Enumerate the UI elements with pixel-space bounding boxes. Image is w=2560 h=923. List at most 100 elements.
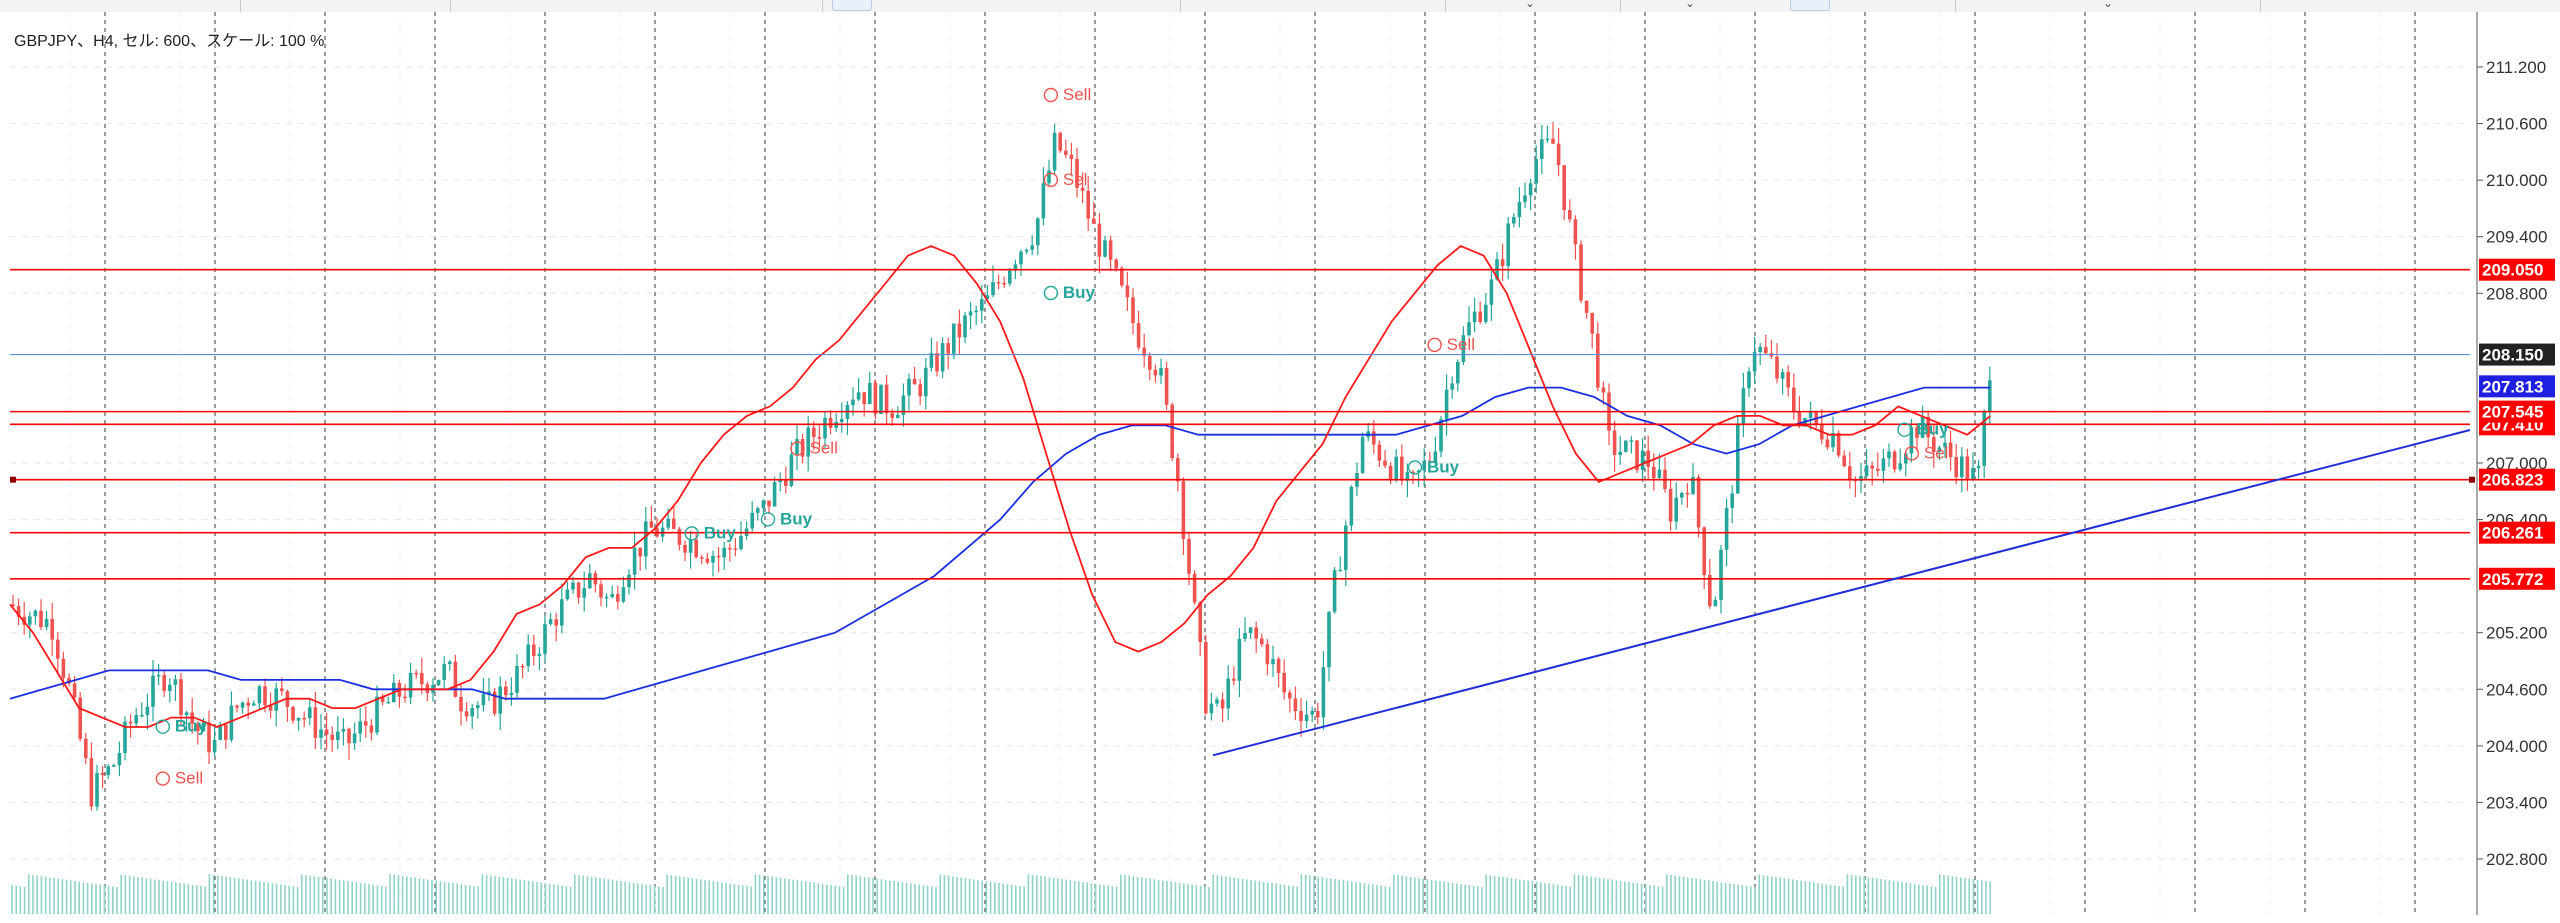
candle-body xyxy=(957,323,962,338)
chevron-down-icon[interactable]: ⌄ xyxy=(1685,0,1696,10)
candle-body xyxy=(1680,492,1684,498)
candle-body xyxy=(420,673,424,685)
candle-body xyxy=(700,557,704,559)
candle-body xyxy=(963,315,967,338)
candle-body xyxy=(1864,465,1869,477)
candle-body xyxy=(1428,460,1432,463)
candle-body xyxy=(1517,202,1522,218)
candle-body xyxy=(520,665,525,668)
candle-body xyxy=(128,721,133,724)
candle-body xyxy=(767,500,771,507)
candle-body xyxy=(1601,387,1606,393)
toolbar-separator xyxy=(1180,0,1181,12)
candle-body xyxy=(1153,369,1158,376)
level-price-label: 205.772 xyxy=(2482,570,2543,589)
candle-body xyxy=(644,521,648,557)
candle-body xyxy=(571,582,575,590)
candle-body xyxy=(1472,311,1477,323)
candle-body xyxy=(672,518,676,529)
candle-body xyxy=(638,547,642,557)
chevron-down-icon[interactable]: ⌄ xyxy=(1525,0,1536,10)
candle-body xyxy=(879,384,883,414)
candle-body xyxy=(1064,150,1068,155)
candle-body xyxy=(1635,440,1639,471)
candle-body xyxy=(168,684,172,691)
toolbar-separator xyxy=(822,0,823,12)
candle-body xyxy=(683,544,687,553)
candle-body xyxy=(1058,132,1062,151)
candle-body xyxy=(1747,371,1751,389)
candle-body xyxy=(991,282,995,296)
candle-body xyxy=(1881,458,1886,471)
indicator-price-badge xyxy=(2479,375,2555,398)
candle-body xyxy=(1215,699,1219,704)
candle-body xyxy=(481,694,486,706)
candle-body xyxy=(1489,279,1494,305)
y-tick-label: 208.800 xyxy=(2486,284,2547,303)
candle-body xyxy=(548,619,553,625)
candle-body xyxy=(1394,456,1398,480)
candle-body xyxy=(1254,627,1258,639)
trend-line xyxy=(1212,429,2471,757)
toolbar-button[interactable] xyxy=(832,0,872,11)
chevron-down-icon[interactable]: ⌄ xyxy=(2103,0,2114,10)
candle-body xyxy=(1920,416,1925,438)
signal-label: Sel xyxy=(1063,170,1088,189)
candle-body xyxy=(599,584,603,598)
moving-averages xyxy=(9,245,1991,728)
candle-body xyxy=(1932,437,1936,453)
candle-body xyxy=(1444,389,1449,420)
candle-body xyxy=(1988,380,1992,413)
candle-body xyxy=(1360,437,1365,474)
candle-body xyxy=(235,705,239,708)
candle-body xyxy=(201,722,206,732)
candle-body xyxy=(229,705,234,740)
candle-body xyxy=(1108,240,1113,260)
candle-body xyxy=(246,702,250,706)
candle-body xyxy=(952,323,956,354)
candle-body xyxy=(330,734,334,741)
candle-body xyxy=(711,555,715,563)
candle-body xyxy=(1226,678,1230,709)
candle-body xyxy=(627,574,631,588)
toolbar-separator xyxy=(1620,0,1621,12)
candle-body xyxy=(733,548,738,550)
candle-body xyxy=(1915,427,1919,438)
candle-body xyxy=(1534,159,1538,184)
candle-body xyxy=(240,702,245,708)
candle-body xyxy=(1842,455,1846,467)
candle-body xyxy=(50,618,54,640)
level-price-badge xyxy=(2479,258,2555,281)
candle-body xyxy=(1293,698,1298,712)
level-price-badge xyxy=(2479,468,2555,491)
price-chart[interactable]: Sell Buy Buy Buy Sell Sell Sel Buy Buy Sell Buy Sel… xyxy=(0,12,2560,923)
trade-signals: Sell Buy Buy Buy Sell Sell Sel Buy Buy Sell Buy Sel… xyxy=(155,85,1952,788)
candle-body xyxy=(840,419,844,423)
candle-body xyxy=(1372,431,1376,445)
horizontal-levels xyxy=(10,268,2475,757)
candle-body xyxy=(498,686,502,714)
toolbar-separator xyxy=(450,0,451,12)
candle-body xyxy=(1232,678,1236,681)
candle-body xyxy=(1892,451,1897,470)
signal-label: Buy xyxy=(1427,457,1460,476)
candle-body xyxy=(1204,642,1208,714)
candle-body xyxy=(78,697,82,739)
candle-body xyxy=(1965,456,1970,481)
candle-body xyxy=(1052,132,1057,171)
signal-label: Buy xyxy=(704,523,737,542)
candle-body xyxy=(795,439,799,455)
candle-body xyxy=(1159,368,1163,376)
candle-body xyxy=(1047,170,1051,184)
candle-body xyxy=(476,705,480,709)
toolbar-button[interactable] xyxy=(1790,0,1830,11)
candle-body xyxy=(1640,450,1645,471)
candle-body xyxy=(1848,466,1852,480)
candle-body xyxy=(851,399,855,406)
candle-body xyxy=(1125,285,1130,298)
candle-body xyxy=(1954,457,1958,478)
candle-body xyxy=(1041,183,1046,219)
toolbar-separator xyxy=(2260,0,2261,12)
candle-body xyxy=(823,417,827,439)
candle-body xyxy=(1904,453,1908,464)
